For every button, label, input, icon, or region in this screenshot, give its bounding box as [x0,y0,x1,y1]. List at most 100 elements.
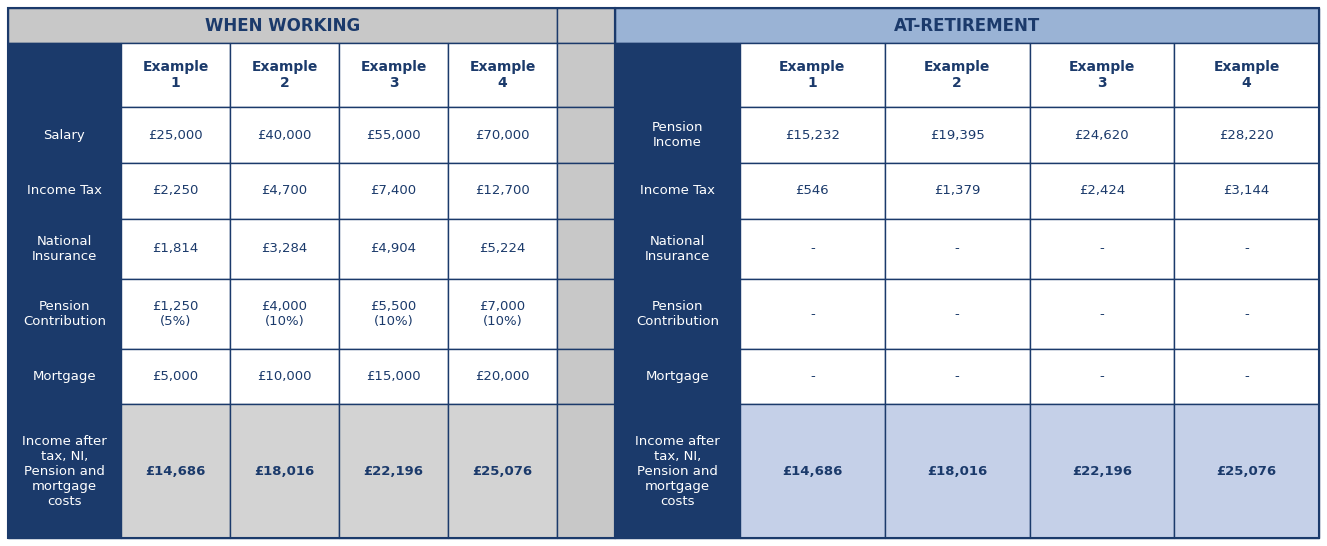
Bar [230,405,338,538]
Bar [8,108,121,163]
Text: -: - [1245,370,1249,383]
Text: -: - [1245,242,1249,256]
Text: National
Insurance: National Insurance [32,235,97,263]
Text: National
Insurance: National Insurance [645,235,710,263]
Bar [8,163,121,218]
Bar [885,108,1030,163]
Text: £40,000: £40,000 [257,129,312,141]
Bar [1030,349,1174,405]
Bar [1174,349,1319,405]
Text: £546: £546 [796,184,829,197]
Text: -: - [954,242,959,256]
Bar [1174,43,1319,108]
Bar [8,349,121,405]
Bar [557,218,614,280]
Text: £25,076: £25,076 [472,465,532,478]
Bar [338,163,449,218]
Text: £1,379: £1,379 [934,184,981,197]
Text: Income Tax: Income Tax [27,184,102,197]
Text: £4,000
(10%): £4,000 (10%) [261,300,308,328]
Text: Example
3: Example 3 [1068,60,1135,91]
Bar [740,280,885,349]
Text: £20,000: £20,000 [475,370,529,383]
Text: £70,000: £70,000 [475,129,529,141]
Bar [885,280,1030,349]
Bar [557,405,614,538]
Text: £25,076: £25,076 [1217,465,1277,478]
Bar [449,108,557,163]
Bar [885,349,1030,405]
Text: Example
2: Example 2 [251,60,317,91]
Bar [121,43,230,108]
Bar [230,280,338,349]
Text: £2,424: £2,424 [1079,184,1125,197]
Text: £15,000: £15,000 [366,370,421,383]
Bar [449,405,557,538]
Text: -: - [809,370,815,383]
Text: £24,620: £24,620 [1075,129,1129,141]
Bar [8,218,121,280]
Text: -: - [1100,307,1104,321]
Text: £4,700: £4,700 [261,184,308,197]
Text: -: - [1245,307,1249,321]
Bar [121,349,230,405]
Text: Example
2: Example 2 [924,60,990,91]
Bar [557,163,614,218]
Bar [8,280,121,349]
Bar [1030,405,1174,538]
Text: £22,196: £22,196 [364,465,423,478]
Bar [449,349,557,405]
Bar [338,108,449,163]
Text: £5,500
(10%): £5,500 (10%) [370,300,417,328]
Bar [557,108,614,163]
Bar [740,163,885,218]
Text: £28,220: £28,220 [1220,129,1274,141]
Text: -: - [809,307,815,321]
Bar [740,108,885,163]
Bar [557,43,614,108]
Bar [557,349,614,405]
Bar [121,218,230,280]
Bar [614,280,740,349]
Bar [449,163,557,218]
Bar [614,218,740,280]
Text: £25,000: £25,000 [149,129,203,141]
Bar [1030,280,1174,349]
Bar [338,349,449,405]
Bar [338,280,449,349]
Text: £55,000: £55,000 [366,129,421,141]
Bar [614,163,740,218]
Text: £1,814: £1,814 [153,242,199,256]
Text: Mortgage: Mortgage [646,370,710,383]
Text: -: - [1100,370,1104,383]
Bar [8,43,121,108]
Text: Income after
tax, NI,
Pension and
mortgage
costs: Income after tax, NI, Pension and mortga… [636,435,719,508]
Bar [121,280,230,349]
Text: £22,196: £22,196 [1072,465,1132,478]
Text: Example
1: Example 1 [779,60,845,91]
Text: £14,686: £14,686 [146,465,206,478]
Bar [1174,405,1319,538]
Bar [230,218,338,280]
Bar [740,43,885,108]
Bar [8,405,121,538]
Text: -: - [954,370,959,383]
Text: £7,400: £7,400 [370,184,417,197]
Bar [557,280,614,349]
Bar [230,163,338,218]
Bar [1174,163,1319,218]
Text: Income after
tax, NI,
Pension and
mortgage
costs: Income after tax, NI, Pension and mortga… [23,435,107,508]
Text: Example
3: Example 3 [361,60,427,91]
Bar [1030,108,1174,163]
Text: £10,000: £10,000 [257,370,312,383]
Bar [449,43,557,108]
Bar [8,8,614,538]
Bar [740,349,885,405]
Text: -: - [809,242,815,256]
Text: Example
4: Example 4 [1213,60,1279,91]
Bar [614,349,740,405]
Bar [740,405,885,538]
Bar [1174,108,1319,163]
Text: £12,700: £12,700 [475,184,529,197]
Text: £1,250
(5%): £1,250 (5%) [153,300,199,328]
